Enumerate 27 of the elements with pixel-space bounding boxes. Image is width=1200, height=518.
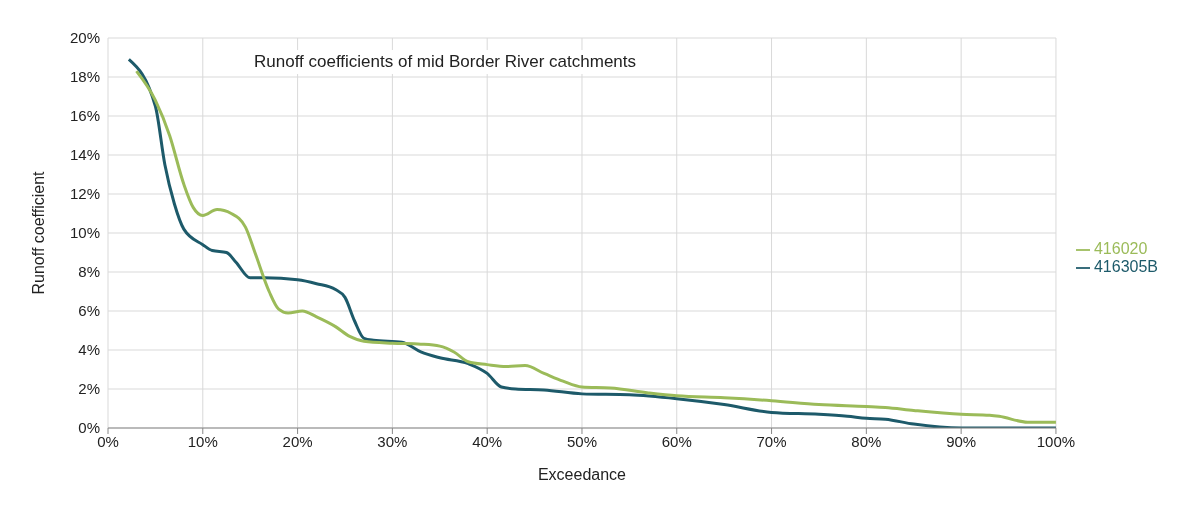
x-tick-label: 90% <box>946 432 977 450</box>
x-tick-label: 10% <box>187 432 218 450</box>
x-axis-title: Exceedance <box>537 466 627 483</box>
y-tick-label: 4% <box>78 341 100 359</box>
y-tick-label: 2% <box>78 380 100 398</box>
x-tick-label: 0% <box>97 432 119 450</box>
y-tick-label: 0% <box>78 419 100 437</box>
y-tick-label: 20% <box>69 29 100 47</box>
x-tick-label: 80% <box>851 432 882 450</box>
y-tick-label: 16% <box>69 107 100 125</box>
x-tick-label: 70% <box>756 432 787 450</box>
y-tick-label: 18% <box>69 68 100 86</box>
x-tick-label: 40% <box>472 432 503 450</box>
y-axis-title: Runoff coefficient <box>29 170 47 295</box>
text: Runoff coefficients of mid Border River catchments <box>248 50 643 74</box>
y-tick-label: 6% <box>78 302 100 320</box>
x-tick-label: 60% <box>661 432 692 450</box>
x-tick-label: 30% <box>377 432 408 450</box>
y-tick-label: 8% <box>78 263 100 281</box>
y-tick-label: 12% <box>69 185 100 203</box>
x-tick-label: 20% <box>282 432 313 450</box>
y-tick-label: 14% <box>69 146 100 164</box>
x-tick-label: 50% <box>566 432 597 450</box>
y-tick-label: 10% <box>69 224 100 242</box>
x-tick-label: 100% <box>1036 432 1076 450</box>
legend-label: 416020 <box>1093 240 1148 257</box>
legend-label: 416305B <box>1093 258 1158 275</box>
